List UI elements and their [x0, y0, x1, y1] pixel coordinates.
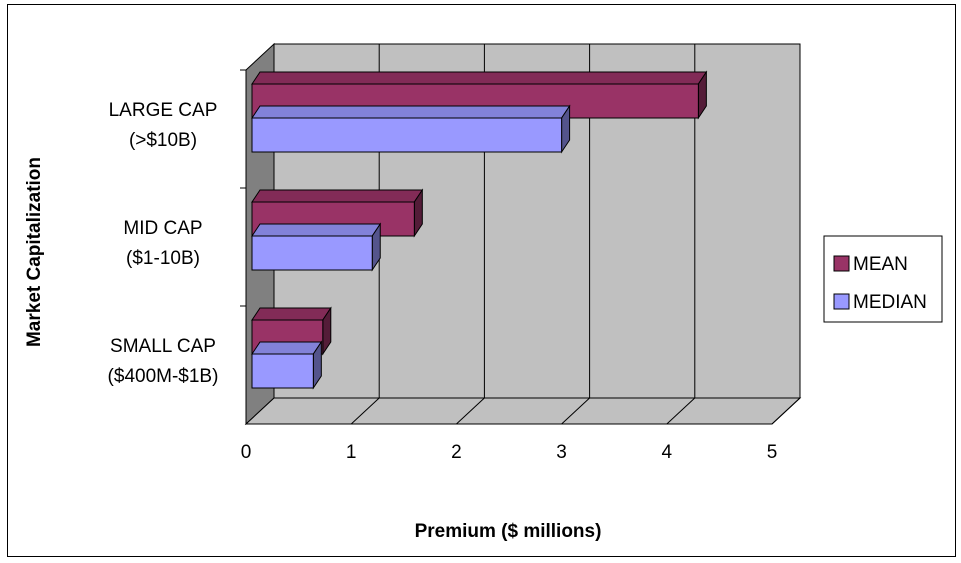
y-axis-title: Market Capitalization: [24, 157, 45, 347]
y-category-label: MID CAP: [123, 218, 202, 239]
bar-median-0: [251, 104, 571, 154]
floor-gridline: [666, 397, 696, 425]
legend-label-mean: MEAN: [853, 254, 908, 275]
x-tick-label: 0: [241, 442, 252, 463]
chart-floor: [244, 397, 802, 425]
y-category-label: ($400M-$1B): [108, 366, 219, 387]
floor-gridline: [456, 397, 485, 425]
legend-swatch-median: [833, 293, 850, 310]
floor-gridline: [771, 397, 801, 425]
y-category-label: LARGE CAP: [109, 100, 218, 121]
x-tick-label: 4: [662, 442, 673, 463]
x-tick-label: 1: [346, 442, 357, 463]
floor-gridline: [561, 397, 590, 425]
bar-median-2: [251, 340, 323, 390]
bar-median-1: [251, 222, 382, 272]
y-category-label: (>$10B): [129, 130, 197, 151]
y-category-label: SMALL CAP: [110, 336, 216, 357]
legend-label-median: MEDIAN: [853, 292, 927, 313]
y-category-label: ($1-10B): [126, 248, 200, 269]
x-tick-label: 3: [556, 442, 567, 463]
x-tick-label: 2: [451, 442, 462, 463]
legend: MEAN MEDIAN: [823, 235, 943, 323]
legend-swatch-mean: [833, 255, 850, 272]
x-tick-label: 5: [767, 442, 778, 463]
floor-gridline: [350, 397, 380, 425]
x-axis-title: Premium ($ millions): [415, 521, 602, 542]
